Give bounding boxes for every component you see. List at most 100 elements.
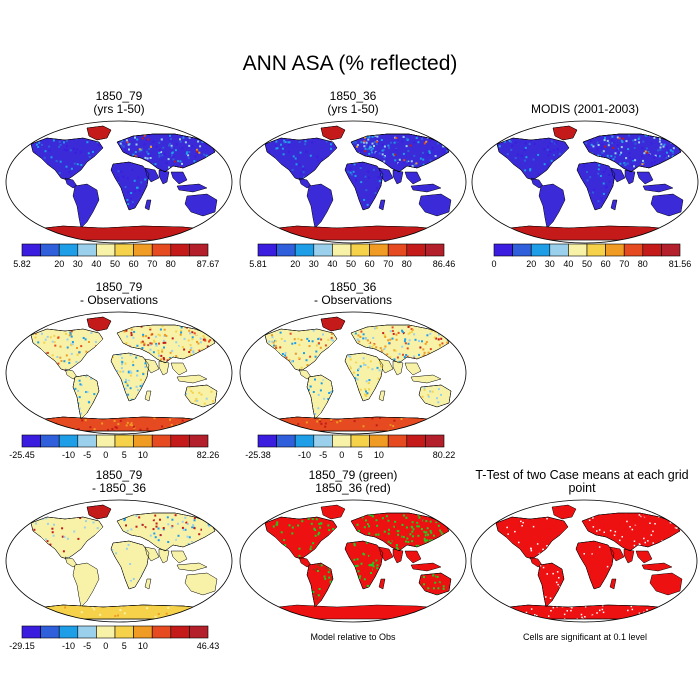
grid-cell — [345, 418, 348, 421]
grid-cell — [124, 518, 126, 521]
grid-cell — [674, 527, 676, 529]
grid-cell — [374, 134, 377, 137]
grid-cell — [604, 145, 607, 148]
grid-cell — [330, 336, 333, 339]
grid-cell — [199, 145, 202, 148]
grid-cell — [377, 533, 380, 536]
grid-cell — [410, 328, 413, 331]
grid-cell — [127, 531, 130, 534]
grid-cell — [659, 614, 662, 617]
grid-cell — [51, 340, 54, 343]
colorbar-label: 80 — [402, 259, 412, 269]
grid-cell — [411, 540, 414, 543]
grid-cell — [190, 390, 193, 393]
grid-cell — [379, 330, 382, 333]
grid-cell — [132, 360, 134, 363]
colorbar-label: -25.38 — [245, 450, 271, 460]
grid-cell — [630, 605, 633, 608]
grid-cell — [634, 142, 637, 145]
grid-cell — [136, 374, 139, 377]
grid-cell — [369, 555, 371, 558]
grid-cell — [638, 514, 641, 516]
grid-cell — [163, 335, 166, 337]
grid-cell — [671, 155, 674, 158]
grid-cell — [48, 149, 51, 152]
grid-cell — [650, 536, 652, 538]
grid-cell — [320, 422, 323, 425]
grid-cell — [77, 389, 80, 392]
grid-cell — [367, 341, 370, 344]
grid-cell — [262, 418, 264, 421]
grid-cell — [543, 163, 546, 166]
grid-cell — [307, 517, 310, 520]
grid-cell — [317, 570, 319, 572]
grid-cell — [35, 522, 38, 525]
grid-cell — [320, 382, 323, 385]
colorbar-swatch — [623, 243, 644, 257]
grid-cell — [612, 158, 615, 161]
grid-cell — [203, 388, 206, 391]
grid-cell — [115, 552, 118, 555]
colorbar-swatch — [133, 625, 153, 639]
grid-cell — [376, 135, 379, 138]
grid-cell — [363, 136, 366, 139]
grid-cell — [375, 152, 378, 154]
grid-cell — [423, 537, 426, 540]
grid-cell — [395, 148, 398, 151]
grid-cell — [153, 532, 156, 535]
grid-cell — [367, 382, 370, 385]
grid-cell — [425, 340, 428, 343]
grid-cell — [205, 143, 208, 146]
world-map — [237, 497, 469, 625]
grid-cell — [591, 553, 593, 555]
colorbar-svg: 5.81 20 30 40 50 60 70 80 86.46 — [249, 243, 455, 269]
grid-cell — [331, 577, 333, 580]
grid-cell — [275, 523, 278, 526]
grid-cell — [602, 568, 605, 570]
land-seAsia — [404, 171, 422, 185]
grid-cell — [174, 537, 177, 540]
grid-cell — [442, 325, 445, 328]
grid-cell — [421, 340, 423, 343]
grid-cell — [549, 597, 552, 599]
grid-cell — [200, 393, 203, 396]
grid-cell — [93, 428, 96, 431]
grid-cell — [181, 520, 184, 523]
grid-cell — [154, 163, 157, 166]
grid-cell — [168, 144, 170, 147]
grid-cell — [517, 530, 520, 532]
grid-cell — [349, 358, 352, 361]
grid-cell — [315, 593, 317, 596]
grid-cell — [550, 159, 553, 162]
grid-cell — [311, 546, 314, 549]
grid-cell — [677, 608, 679, 610]
grid-cell — [76, 353, 79, 356]
grid-cell — [143, 134, 146, 137]
grid-cell — [211, 331, 214, 334]
grid-cell — [354, 175, 357, 177]
grid-cell — [405, 516, 408, 519]
grid-cell — [540, 524, 542, 527]
grid-cell — [80, 611, 83, 614]
grid-cell — [367, 176, 370, 179]
world-map-svg — [239, 311, 467, 435]
grid-cell — [332, 528, 335, 531]
grid-cell — [431, 584, 434, 587]
grid-cell — [152, 140, 155, 143]
grid-cell — [406, 355, 409, 358]
map-frame — [5, 499, 233, 623]
grid-cell — [388, 342, 391, 345]
land-india — [392, 169, 404, 185]
grid-cell — [140, 325, 143, 328]
grid-cell — [363, 198, 366, 201]
panel-1850-79: 1850_79 (yrs 1-50) — [3, 88, 235, 246]
grid-cell — [135, 515, 138, 517]
grid-cell — [616, 144, 619, 147]
grid-cell — [589, 572, 592, 575]
grid-cell — [180, 329, 183, 332]
grid-cell — [654, 154, 657, 157]
grid-cell — [289, 528, 292, 531]
grid-cell — [549, 142, 552, 145]
map-frame — [470, 499, 698, 623]
grid-cell — [417, 527, 420, 530]
